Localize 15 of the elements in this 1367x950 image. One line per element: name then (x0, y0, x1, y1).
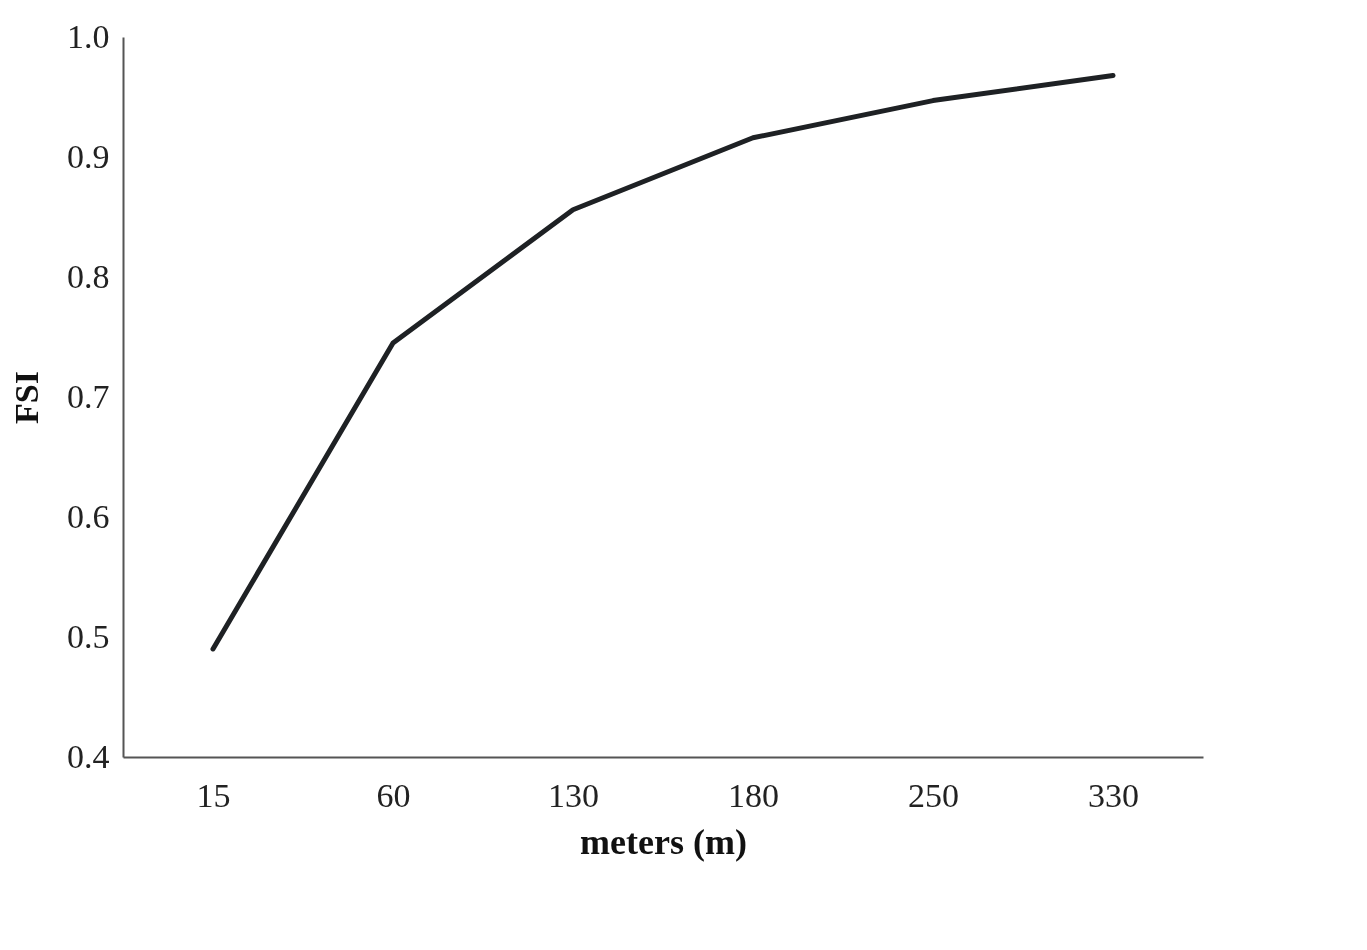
y-tick-label: 0.8 (67, 257, 110, 295)
y-tick-label: 0.9 (67, 137, 110, 175)
y-tick-label: 1.0 (67, 17, 110, 55)
x-tick-label: 330 (1088, 776, 1139, 814)
x-tick-label: 60 (376, 776, 411, 814)
x-tick-label: 130 (548, 776, 599, 814)
y-tick-label: 0.4 (67, 737, 110, 775)
x-axis-title: meters (m) (580, 821, 747, 862)
y-tick-label: 0.5 (67, 617, 110, 655)
x-tick-label: 250 (908, 776, 959, 814)
y-tick-label: 0.6 (67, 497, 110, 535)
x-tick-label: 180 (728, 776, 779, 814)
y-tick-label: 0.7 (67, 377, 110, 415)
x-tick-label: 15 (196, 776, 231, 814)
y-axis-title: FSI (8, 371, 45, 424)
